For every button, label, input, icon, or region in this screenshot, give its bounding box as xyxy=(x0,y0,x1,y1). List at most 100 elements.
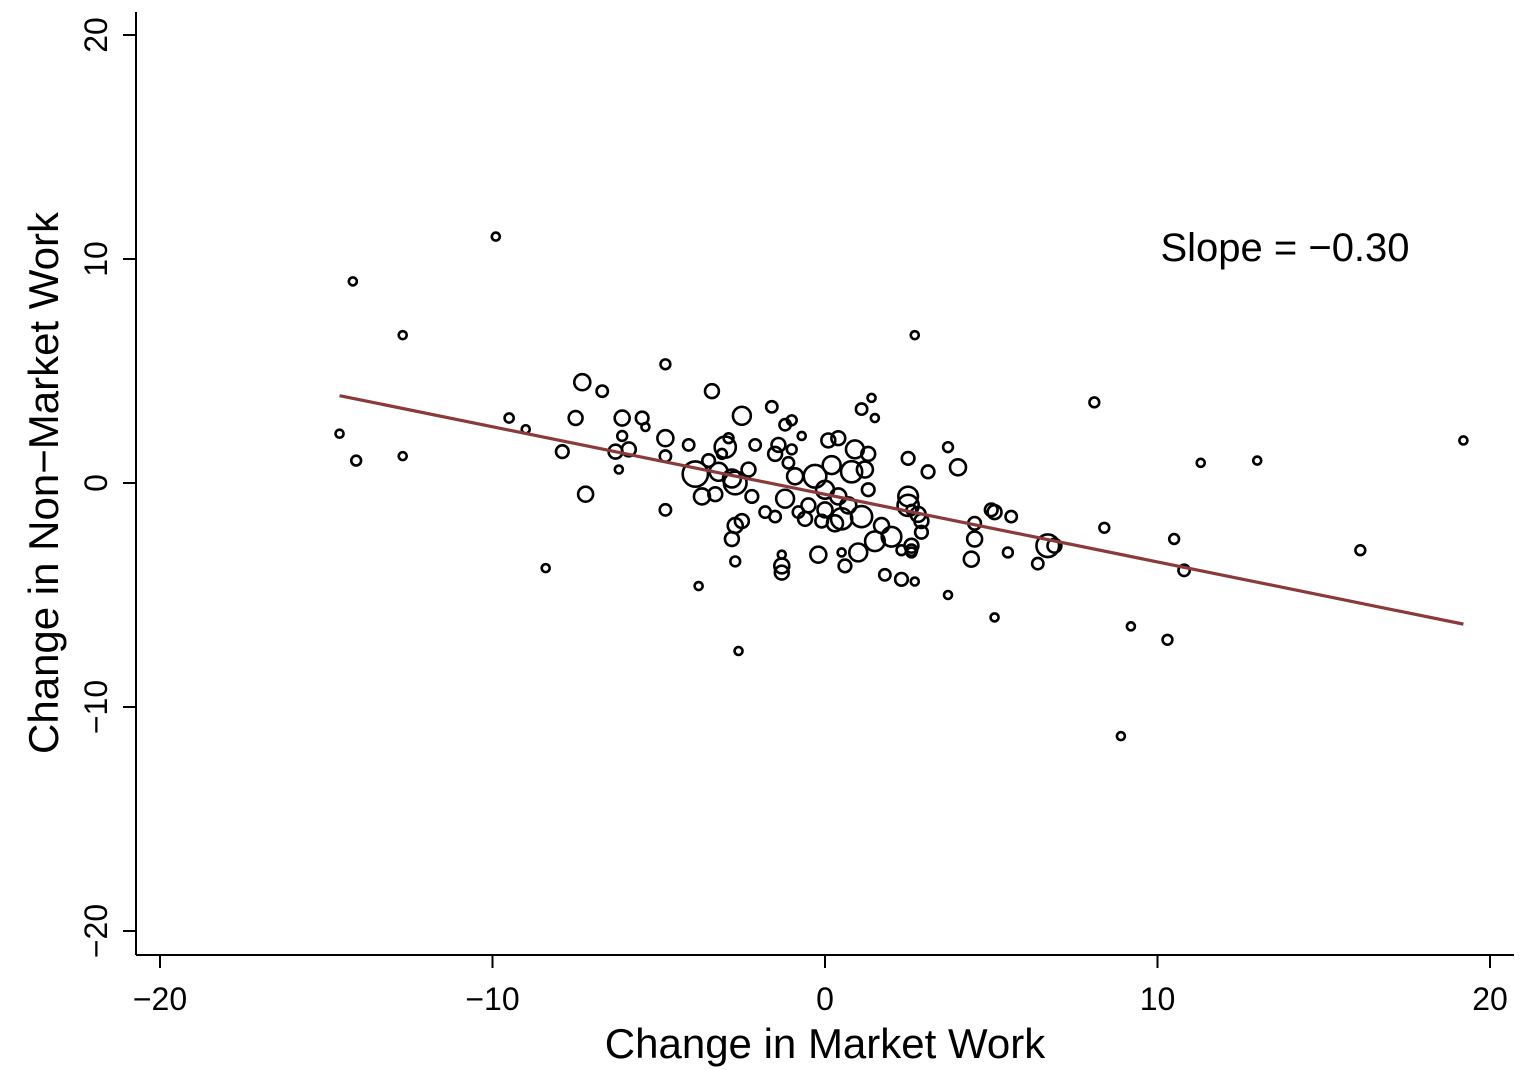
scatter-point xyxy=(1195,457,1207,469)
scatter-point xyxy=(893,571,910,587)
scatter-point xyxy=(809,545,828,564)
x-tick-label: −20 xyxy=(133,981,187,1017)
scatter-point xyxy=(733,512,751,530)
y-tick-label: 10 xyxy=(78,241,114,277)
scatter-point xyxy=(768,509,783,524)
scatter-point xyxy=(965,530,984,548)
scatter-point xyxy=(703,382,721,400)
scatter-point xyxy=(397,329,409,341)
scatter-point xyxy=(1046,537,1063,554)
y-axis: −20 −10 0 10 20 xyxy=(78,12,137,958)
scatter-point xyxy=(772,557,791,575)
scatter-point xyxy=(1030,556,1045,571)
x-axis: −20 −10 0 10 20 xyxy=(133,954,1514,1017)
y-tick-label: −10 xyxy=(78,680,114,734)
x-tick-label: 0 xyxy=(816,981,834,1017)
scatter-point xyxy=(1161,633,1174,646)
scatter-point xyxy=(785,414,798,427)
scatter-point xyxy=(1098,521,1111,534)
scatter-point xyxy=(740,461,757,478)
scatter-point xyxy=(707,485,724,503)
scatter-point xyxy=(896,493,921,518)
scatter-point xyxy=(334,428,345,440)
scatter-point xyxy=(1035,533,1061,559)
x-tick-label: 10 xyxy=(1140,981,1176,1017)
scatter-point xyxy=(681,437,696,452)
scatter-point xyxy=(983,502,999,518)
scatter-point xyxy=(877,567,892,582)
slope-annotation: Slope = −0.30 xyxy=(1160,226,1409,270)
y-axis-title: Change in Non−Market Work xyxy=(20,211,67,754)
scatter-point xyxy=(490,231,502,242)
scatter-point xyxy=(821,454,842,476)
scatter-point xyxy=(849,504,874,529)
points-layer xyxy=(334,231,1469,742)
scatter-point xyxy=(855,460,875,479)
scatter-point xyxy=(713,435,738,460)
scatter-point xyxy=(869,412,881,424)
scatter-point xyxy=(880,525,903,548)
scatter-point xyxy=(872,516,891,535)
scatter-point xyxy=(770,436,787,454)
scatter-point xyxy=(1004,509,1019,524)
scatter-point xyxy=(722,432,735,445)
scatter-point xyxy=(774,488,796,509)
scatter-point xyxy=(863,530,886,553)
scatter-point xyxy=(766,445,784,463)
scatter-point xyxy=(731,405,753,427)
scatter-point xyxy=(595,384,610,399)
scatter-point xyxy=(1177,563,1192,578)
scatter-point xyxy=(909,329,921,341)
scatter-point xyxy=(781,455,796,470)
scatter-point xyxy=(785,443,798,456)
scatter-point xyxy=(658,502,673,517)
scatter-point xyxy=(836,547,847,558)
scatter-point xyxy=(1125,621,1137,632)
scatter-point xyxy=(613,464,625,475)
scatter-point xyxy=(900,450,916,466)
scatter-point xyxy=(656,428,675,448)
scatter-point xyxy=(854,402,869,417)
scatter-point xyxy=(659,358,672,371)
scatter-point xyxy=(640,421,651,433)
scatter-point xyxy=(1458,435,1469,446)
scatter-point xyxy=(722,470,748,496)
x-tick-label: 20 xyxy=(1472,981,1508,1017)
scatter-point xyxy=(693,580,704,592)
scatter-point xyxy=(986,503,1003,521)
scatter-point xyxy=(733,645,744,657)
scatter-point xyxy=(948,458,968,477)
scatter-point xyxy=(942,589,954,601)
scatter-point xyxy=(723,530,741,548)
scatter-point xyxy=(503,412,515,424)
scatter-point xyxy=(920,464,936,480)
scatter-point xyxy=(989,612,1000,623)
y-ticks: −20 −10 0 10 20 xyxy=(78,17,136,958)
scatter-point xyxy=(347,276,359,287)
scatter-point xyxy=(903,537,920,554)
scatter-point xyxy=(785,466,805,486)
scatter-point xyxy=(816,501,834,519)
scatter-point xyxy=(349,454,363,467)
scatter-point xyxy=(866,392,877,404)
scatter-point xyxy=(701,452,717,469)
scatter-point xyxy=(729,555,742,568)
scatter-point xyxy=(1251,455,1263,466)
y-tick-label: 20 xyxy=(78,17,114,53)
scatter-point xyxy=(860,482,876,498)
scatter-point xyxy=(576,485,595,503)
y-tick-label: 0 xyxy=(78,474,114,492)
scatter-point xyxy=(773,564,791,581)
scatter-point xyxy=(748,437,763,452)
scatter-point xyxy=(1354,543,1367,557)
scatter-point xyxy=(825,514,845,533)
scatter-point xyxy=(613,409,631,427)
x-tick-label: −10 xyxy=(465,981,519,1017)
scatter-point xyxy=(681,460,710,488)
scatter-point xyxy=(1088,396,1101,409)
scatter-point xyxy=(941,440,955,454)
scatter-point xyxy=(1167,532,1181,546)
scatter-point xyxy=(764,399,779,414)
scatter-point xyxy=(620,441,638,458)
scatter-point xyxy=(615,429,629,443)
